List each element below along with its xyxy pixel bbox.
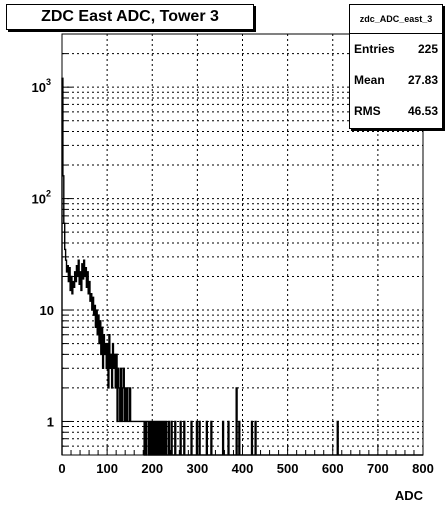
stats-rms-value: 46.53: [407, 104, 438, 118]
stats-entries-value: 225: [417, 42, 438, 56]
stats-box: zdc_ADC_east_3 Entries 225 Mean 27.83 RM…: [349, 4, 443, 129]
x-tick-label: 600: [322, 461, 344, 476]
y-tick-label: 10: [32, 80, 46, 95]
chart-title: ZDC East ADC, Tower 3: [6, 4, 254, 30]
stats-mean-value: 27.83: [407, 73, 438, 87]
stats-rms-label: RMS: [354, 104, 381, 118]
x-tick-label: 400: [232, 461, 254, 476]
x-tick-label: 0: [58, 461, 65, 476]
y-tick-label: 10: [40, 303, 54, 318]
x-tick-label: 800: [412, 461, 434, 476]
x-tick-label: 500: [277, 461, 299, 476]
stats-rms-row: RMS 46.53: [350, 96, 442, 127]
y-tick-exponent: 3: [46, 77, 51, 87]
chart-title-text: ZDC East ADC, Tower 3: [41, 8, 219, 25]
stats-mean-row: Mean 27.83: [350, 65, 442, 96]
x-tick-label: 200: [141, 461, 163, 476]
stats-entries-row: Entries 225: [350, 34, 442, 65]
y-tick-exponent: 2: [46, 189, 51, 199]
x-tick-label: 700: [367, 461, 389, 476]
y-tick-label: 1: [47, 414, 54, 429]
x-axis-label: ADC: [395, 488, 424, 503]
stats-histogram-name: zdc_ADC_east_3: [350, 5, 442, 34]
x-tick-label: 300: [187, 461, 209, 476]
x-tick-label: 100: [96, 461, 118, 476]
axis-ticks: [61, 33, 424, 456]
stats-entries-label: Entries: [354, 42, 395, 56]
stats-mean-label: Mean: [354, 73, 385, 87]
y-tick-label: 10: [32, 192, 46, 207]
